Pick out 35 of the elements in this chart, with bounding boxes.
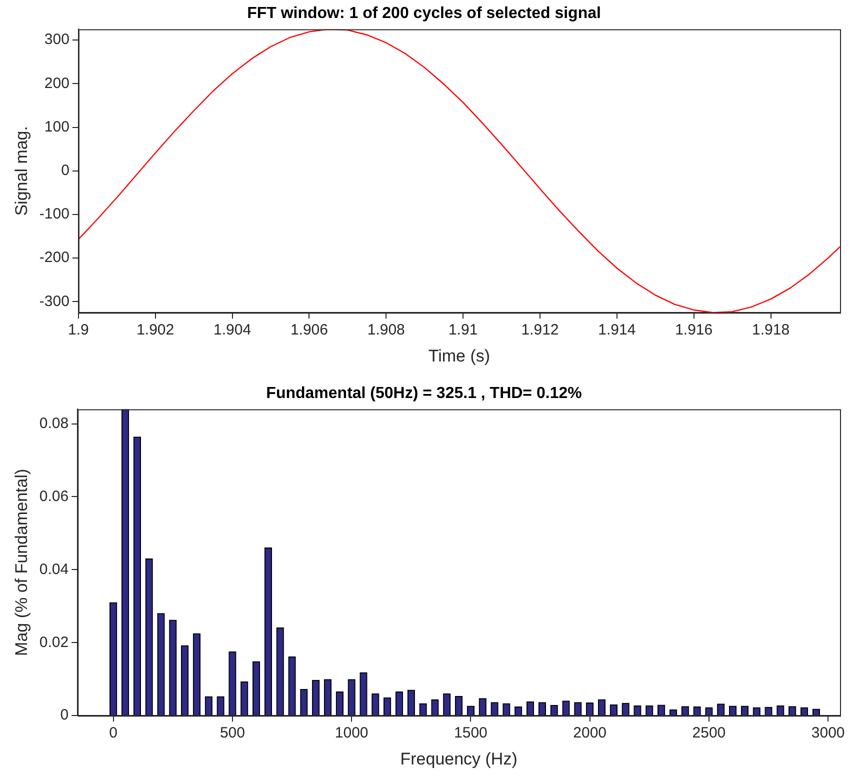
x-tick-label: 1.904 [214,322,252,339]
x-tick-label: 1000 [334,724,368,742]
y-tick-label: 0.08 [39,414,69,432]
y-tick-label: 100 [44,118,70,136]
x-tick-label: 1.914 [598,322,636,339]
chart-title: Fundamental (50Hz) = 325.1 , THD= 0.12% [266,385,582,402]
x-tick-label: 2500 [692,724,726,742]
x-tick-label: 0 [109,724,118,742]
y-tick-label: 0.04 [39,560,69,578]
x-tick-label: 3000 [811,724,845,742]
x-tick-label: 1500 [454,724,488,742]
y-tick-label: 0.06 [39,488,69,505]
y-tick-label: -300 [39,292,70,310]
y-tick-label: 300 [44,31,70,48]
chart-title: FFT window: 1 of 200 cycles of selected signal [247,5,601,22]
x-tick-label: 1.9 [68,322,89,339]
x-axis-title: Frequency (Hz) [400,749,518,768]
y-axis-title: Mag (% of Fundamental) [12,468,31,656]
y-tick-label: 0 [60,706,69,724]
x-tick-label: 1.916 [675,322,713,339]
y-tick-label: -100 [39,206,70,223]
x-tick-label: 1.91 [448,322,478,339]
x-tick-label: 1.908 [367,322,405,339]
y-axis-title: Signal mag. [12,126,31,216]
x-tick-label: 1.912 [521,322,559,339]
y-tick-label: 0 [61,162,70,180]
y-tick-label: 0.02 [39,634,69,651]
x-tick-label: 2000 [573,724,607,742]
y-tick-label: 200 [44,74,70,92]
y-tick-label: -200 [39,249,70,266]
x-tick-label: 1.918 [752,322,790,339]
x-axis-title: Time (s) [428,346,490,366]
x-tick-label: 1.906 [290,322,328,339]
x-tick-label: 1.902 [136,322,174,339]
x-tick-label: 500 [220,724,245,742]
